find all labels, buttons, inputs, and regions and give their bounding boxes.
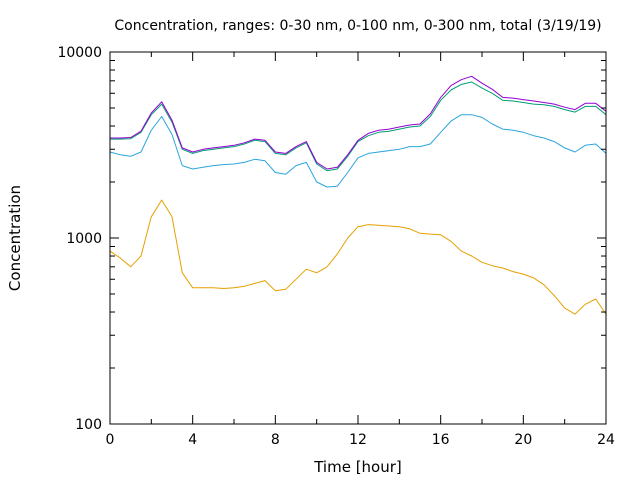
plot-frame (109, 51, 607, 425)
series-line-2 (109, 114, 607, 188)
x-tick-label: 4 (188, 432, 197, 448)
x-axis-label: Time [hour] (313, 458, 402, 476)
tick-layer: 0 4 8 12 16 20 24 100 1000 10000 (57, 45, 615, 448)
x-tick-label: 16 (432, 432, 450, 448)
y-tick-label: 10000 (57, 45, 102, 61)
y-tick-label: 100 (75, 417, 102, 433)
series-line-1 (109, 199, 607, 315)
y-axis-label: Concentration (6, 185, 24, 291)
chart-title: Concentration, ranges: 0-30 nm, 0-100 nm… (114, 18, 601, 34)
series-line-4 (110, 75, 607, 170)
series-layer (109, 75, 607, 315)
y-tick-label: 1000 (66, 231, 102, 247)
x-tick-label: 20 (514, 432, 532, 448)
x-tick-label: 0 (106, 432, 115, 448)
series-line-3 (110, 81, 607, 172)
x-tick-label: 12 (349, 432, 367, 448)
x-tick-label: 24 (597, 432, 615, 448)
x-tick-label: 8 (271, 432, 280, 448)
